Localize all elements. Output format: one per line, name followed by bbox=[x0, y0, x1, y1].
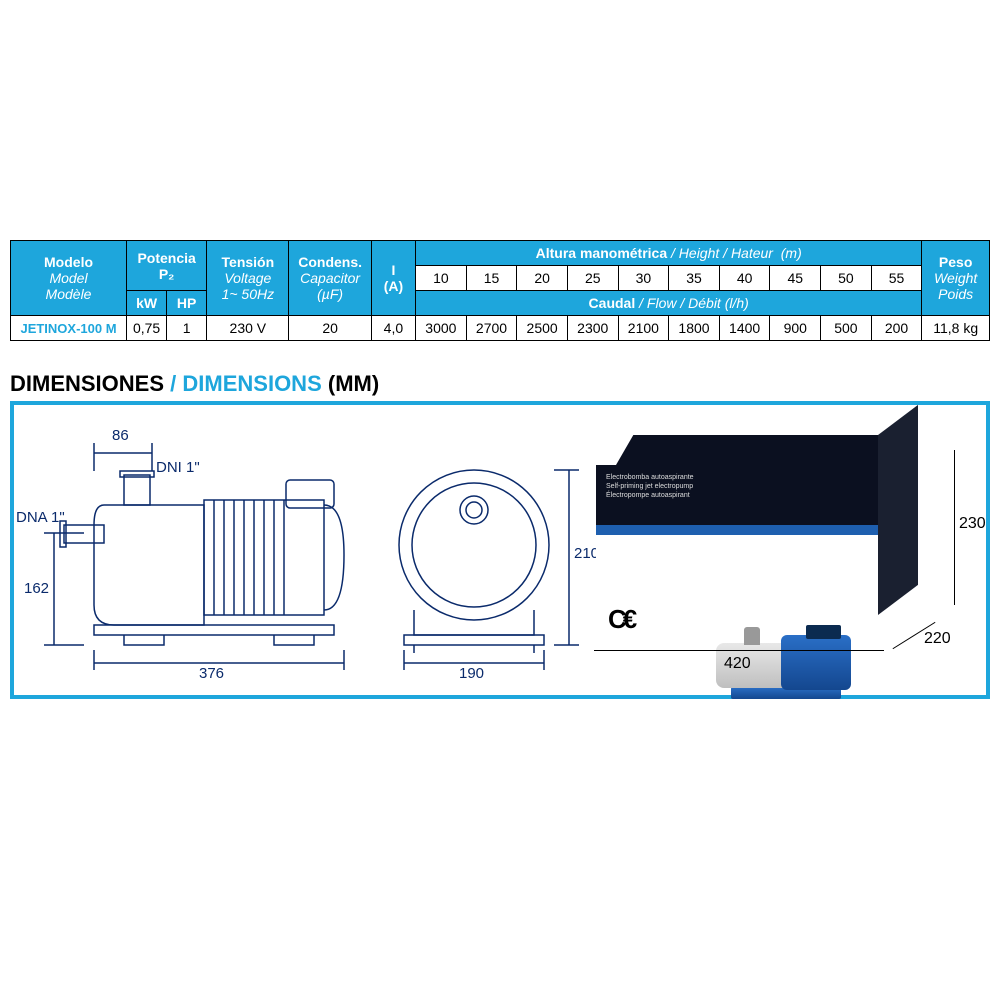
box-line-1: Self-priming jet electropump bbox=[606, 483, 693, 490]
cell-flow: 3000 bbox=[416, 316, 467, 341]
cell-kw: 0,75 bbox=[127, 316, 167, 341]
hdr-kw: kW bbox=[127, 291, 167, 316]
height-step: 15 bbox=[466, 266, 517, 291]
pump-front-view: 210 190 bbox=[384, 435, 584, 685]
hdr-flow-en: Flow bbox=[647, 295, 677, 311]
hdr-hp: HP bbox=[167, 291, 207, 316]
hdr-height-en: Height bbox=[679, 245, 719, 261]
cell-capacitor: 20 bbox=[289, 316, 371, 341]
box-side-face bbox=[878, 405, 918, 615]
pkg-420: 420 bbox=[724, 655, 751, 673]
hdr-weight-en: Weight bbox=[924, 270, 987, 286]
height-step: 45 bbox=[770, 266, 821, 291]
cell-current: 4,0 bbox=[371, 316, 415, 341]
height-step: 35 bbox=[669, 266, 720, 291]
spec-table: Modelo Model Modèle Potencia P₂ Tensión … bbox=[10, 240, 990, 341]
cell-flow: 900 bbox=[770, 316, 821, 341]
cell-flow: 200 bbox=[871, 316, 922, 341]
box-text: Electrobomba autoaspirante Self-priming … bbox=[606, 473, 694, 500]
dimensions-box: 86 DNI 1" DNA 1" 162 376 bbox=[10, 401, 990, 699]
package-box: Electrobomba autoaspirante Self-priming … bbox=[596, 435, 906, 615]
hdr-power-es: Potencia bbox=[137, 250, 195, 266]
hdr-cap-es: Condens. bbox=[298, 254, 362, 270]
hdr-cap-unit: (µF) bbox=[291, 286, 368, 302]
height-step: 30 bbox=[618, 266, 669, 291]
cell-flow: 500 bbox=[821, 316, 872, 341]
cell-flow: 2100 bbox=[618, 316, 669, 341]
cell-flow: 1800 bbox=[669, 316, 720, 341]
hdr-flow: Caudal / Flow / Débit (l/h) bbox=[416, 291, 922, 316]
hdr-capacitor: Condens. Capacitor (µF) bbox=[289, 241, 371, 316]
cell-weight: 11,8 kg bbox=[922, 316, 990, 341]
box-front-face: Electrobomba autoaspirante Self-priming … bbox=[596, 465, 878, 615]
hdr-weight: Peso Weight Poids bbox=[922, 241, 990, 316]
cell-flow: 2700 bbox=[466, 316, 517, 341]
hdr-height: Altura manométrica / Height / Hateur (m) bbox=[416, 241, 922, 266]
dim-title-es: DIMENSIONES bbox=[10, 371, 164, 396]
hdr-i-unit: (A) bbox=[384, 278, 403, 294]
dim-86: 86 bbox=[112, 427, 129, 444]
hdr-weight-fr: Poids bbox=[924, 286, 987, 302]
pkg-220: 220 bbox=[924, 630, 951, 648]
hdr-height-unit: (m) bbox=[781, 245, 802, 261]
pkg-230: 230 bbox=[959, 515, 986, 533]
dim-190: 190 bbox=[459, 665, 484, 682]
data-row: JETINOX-100 M 0,75 1 230 V 20 4,0 3000 2… bbox=[11, 316, 990, 341]
box-line-2: Électropompe autoaspirant bbox=[606, 492, 690, 499]
cell-hp: 1 bbox=[167, 316, 207, 341]
cell-voltage: 230 V bbox=[207, 316, 289, 341]
ce-mark: C€ bbox=[608, 604, 633, 635]
cell-flow: 2500 bbox=[517, 316, 568, 341]
hdr-i: I bbox=[391, 262, 395, 278]
hdr-voltage-en: Voltage bbox=[209, 270, 286, 286]
height-step: 20 bbox=[517, 266, 568, 291]
hdr-model-en: Model bbox=[13, 270, 124, 286]
pkg-height-line bbox=[954, 450, 955, 605]
cell-flow: 1400 bbox=[719, 316, 770, 341]
dim-376: 376 bbox=[199, 665, 224, 682]
height-step: 40 bbox=[719, 266, 770, 291]
hdr-weight-es: Peso bbox=[939, 254, 972, 270]
cell-flow: 2300 bbox=[567, 316, 618, 341]
hdr-flow-unit: (l/h) bbox=[725, 295, 749, 311]
hdr-height-fr: Hateur bbox=[731, 245, 773, 261]
hdr-voltage-freq: 1~ 50Hz bbox=[209, 286, 286, 302]
hdr-power: Potencia P₂ bbox=[127, 241, 207, 291]
height-step: 25 bbox=[567, 266, 618, 291]
hdr-height-es: Altura manométrica bbox=[536, 245, 667, 261]
dim-162: 162 bbox=[24, 580, 49, 597]
dim-dni: DNI 1" bbox=[156, 459, 200, 476]
hdr-model-es: Modelo bbox=[44, 254, 93, 270]
box-top-face bbox=[616, 435, 913, 465]
height-step: 50 bbox=[821, 266, 872, 291]
hdr-voltage: Tensión Voltage 1~ 50Hz bbox=[207, 241, 289, 316]
pkg-width-line bbox=[594, 650, 884, 651]
dim-title-unit: (MM) bbox=[328, 371, 379, 396]
hdr-voltage-es: Tensión bbox=[222, 254, 275, 270]
dimensions-title: DIMENSIONES / DIMENSIONS (MM) bbox=[10, 371, 990, 397]
hdr-power-sub: P₂ bbox=[159, 266, 175, 282]
dim-dna: DNA 1" bbox=[16, 509, 65, 526]
pump-front-svg bbox=[384, 435, 584, 685]
hdr-cap-en: Capacitor bbox=[291, 270, 368, 286]
cell-model: JETINOX-100 M bbox=[11, 316, 127, 341]
hdr-flow-fr: Débit bbox=[688, 295, 721, 311]
pump-side-view: 86 DNI 1" DNA 1" 162 376 bbox=[24, 425, 364, 675]
height-step: 10 bbox=[416, 266, 467, 291]
box-line-0: Electrobomba autoaspirante bbox=[606, 474, 694, 481]
box-white-strip: C€ bbox=[596, 535, 878, 645]
height-step: 55 bbox=[871, 266, 922, 291]
hdr-current: I (A) bbox=[371, 241, 415, 316]
hdr-flow-es: Caudal bbox=[589, 295, 636, 311]
dim-title-en: DIMENSIONS bbox=[182, 371, 321, 396]
hdr-model-fr: Modèle bbox=[13, 286, 124, 302]
hdr-model: Modelo Model Modèle bbox=[11, 241, 127, 316]
